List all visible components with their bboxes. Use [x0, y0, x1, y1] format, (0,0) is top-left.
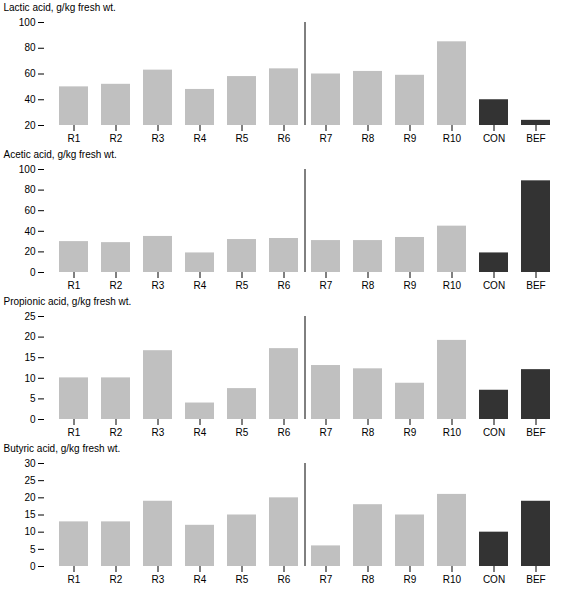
svg-text:R7: R7 [320, 427, 333, 438]
svg-text:R5: R5 [236, 574, 249, 585]
svg-text:R4: R4 [194, 427, 207, 438]
svg-text:R8: R8 [362, 427, 375, 438]
svg-text:R1: R1 [68, 280, 81, 291]
svg-text:R2: R2 [110, 427, 123, 438]
svg-text:R1: R1 [68, 133, 81, 144]
svg-text:R5: R5 [236, 280, 249, 291]
svg-text:40: 40 [24, 94, 36, 105]
svg-text:R7: R7 [320, 280, 333, 291]
svg-text:0: 0 [30, 267, 36, 278]
svg-text:R8: R8 [362, 280, 375, 291]
svg-text:R6: R6 [278, 280, 291, 291]
svg-text:CON: CON [483, 280, 505, 291]
svg-text:R9: R9 [404, 574, 417, 585]
svg-text:R9: R9 [404, 427, 417, 438]
svg-text:R4: R4 [194, 133, 207, 144]
svg-text:R6: R6 [278, 133, 291, 144]
svg-text:25: 25 [24, 475, 36, 486]
svg-text:R2: R2 [110, 280, 123, 291]
svg-text:25: 25 [24, 311, 36, 322]
svg-text:R4: R4 [194, 280, 207, 291]
svg-text:15: 15 [24, 352, 36, 363]
svg-text:10: 10 [24, 373, 36, 384]
svg-text:R8: R8 [362, 133, 375, 144]
svg-text:5: 5 [30, 544, 36, 555]
svg-text:40: 40 [24, 226, 36, 237]
svg-text:R3: R3 [152, 574, 165, 585]
svg-text:15: 15 [24, 509, 36, 520]
svg-text:10: 10 [24, 526, 36, 537]
svg-text:Propionic acid, g/kg fresh wt.: Propionic acid, g/kg fresh wt. [4, 296, 132, 307]
svg-text:R6: R6 [278, 427, 291, 438]
svg-text:100: 100 [19, 164, 36, 175]
svg-text:R10: R10 [443, 574, 462, 585]
svg-text:60: 60 [24, 68, 36, 79]
svg-text:80: 80 [24, 42, 36, 53]
svg-text:CON: CON [483, 133, 505, 144]
svg-text:R9: R9 [404, 280, 417, 291]
svg-text:R3: R3 [152, 427, 165, 438]
svg-text:CON: CON [483, 427, 505, 438]
svg-text:R1: R1 [68, 427, 81, 438]
svg-text:80: 80 [24, 184, 36, 195]
svg-text:R6: R6 [278, 574, 291, 585]
svg-text:Lactic acid, g/kg fresh wt.: Lactic acid, g/kg fresh wt. [4, 2, 116, 13]
svg-text:R10: R10 [443, 280, 462, 291]
svg-text:R3: R3 [152, 280, 165, 291]
svg-text:0: 0 [30, 414, 36, 425]
svg-text:R9: R9 [404, 133, 417, 144]
svg-text:R1: R1 [68, 574, 81, 585]
svg-text:Acetic acid, g/kg fresh wt.: Acetic acid, g/kg fresh wt. [4, 149, 117, 160]
svg-text:5: 5 [30, 393, 36, 404]
svg-text:CON: CON [483, 574, 505, 585]
svg-text:R5: R5 [236, 133, 249, 144]
svg-text:BEF: BEF [526, 427, 545, 438]
svg-text:20: 20 [24, 331, 36, 342]
svg-text:R2: R2 [110, 133, 123, 144]
svg-text:30: 30 [24, 458, 36, 469]
svg-text:R10: R10 [443, 133, 462, 144]
svg-text:60: 60 [24, 205, 36, 216]
svg-text:R8: R8 [362, 574, 375, 585]
svg-text:BEF: BEF [526, 280, 545, 291]
svg-text:R7: R7 [320, 574, 333, 585]
svg-text:100: 100 [19, 17, 36, 28]
svg-text:R5: R5 [236, 427, 249, 438]
svg-text:R2: R2 [110, 574, 123, 585]
svg-text:20: 20 [24, 492, 36, 503]
svg-text:BEF: BEF [526, 133, 545, 144]
svg-text:20: 20 [24, 120, 36, 131]
svg-text:R3: R3 [152, 133, 165, 144]
svg-text:0: 0 [30, 561, 36, 572]
svg-text:BEF: BEF [526, 574, 545, 585]
svg-text:R4: R4 [194, 574, 207, 585]
svg-text:20: 20 [24, 246, 36, 257]
svg-text:R7: R7 [320, 133, 333, 144]
svg-text:R10: R10 [443, 427, 462, 438]
svg-text:Butyric acid, g/kg fresh wt.: Butyric acid, g/kg fresh wt. [4, 443, 121, 454]
